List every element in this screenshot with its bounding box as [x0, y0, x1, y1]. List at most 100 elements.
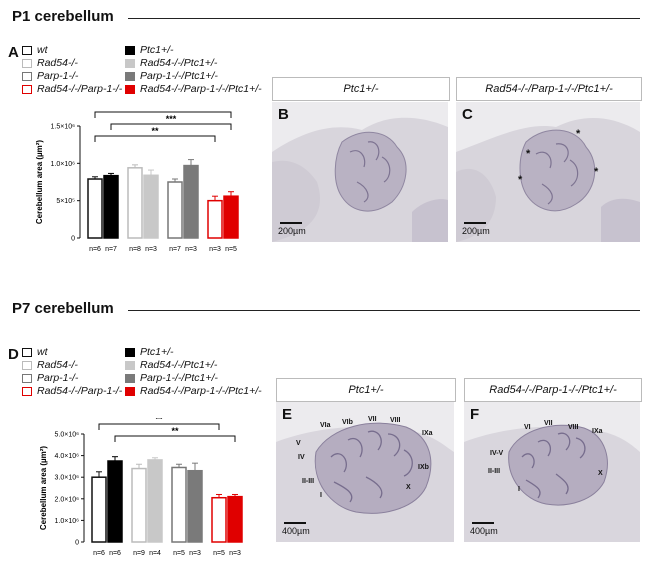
legend-swatch	[22, 45, 32, 55]
legend-item: Ptc1+/-	[125, 346, 174, 358]
y-tick-label: 5.0×10⁶	[55, 432, 80, 439]
legend-label: Rad54-/-	[37, 57, 78, 69]
legend-swatch	[22, 373, 32, 383]
legend-item: wt	[22, 44, 48, 56]
legend-swatch	[125, 71, 135, 81]
lobule-label: X	[406, 484, 411, 491]
section1-title: P1 cerebellum	[12, 8, 114, 25]
legend-item: Parp-1-/-/Ptc1+/-	[125, 70, 218, 82]
panel-c-micrograph: C * * * * 200µm	[456, 102, 640, 242]
lobule-label: VII	[544, 420, 553, 427]
n-label: n=5	[225, 246, 237, 253]
n-label: n=3	[209, 246, 221, 253]
y-tick-label: 3.0×10⁶	[55, 475, 80, 482]
legend-swatch	[125, 84, 135, 94]
lobule-label: VIII	[568, 424, 579, 431]
panel-f-letter: F	[470, 406, 480, 423]
panel-b-title-box: Ptc1+/-	[272, 77, 450, 101]
legend-label: Parp-1-/-	[37, 372, 79, 384]
legend-label: Rad54-/-/Parp-1-/-/Ptc1+/-	[140, 385, 262, 397]
n-label: n=8	[129, 246, 141, 253]
panel-b-tissue	[272, 117, 448, 242]
panel-f-scalebar	[472, 522, 494, 524]
legend-item: Rad54-/-/Parp-1-/-/Ptc1+/-	[125, 83, 262, 95]
legend-label: Rad54-/-/Ptc1+/-	[140, 57, 218, 69]
lobule-label: I	[320, 492, 322, 499]
panel-b-scalebar-label: 200µm	[278, 226, 306, 236]
legend-swatch	[125, 347, 135, 357]
significance-label: ***	[166, 114, 177, 124]
y-tick-label: 1.5×10⁶	[51, 124, 76, 131]
significance-bracket	[94, 135, 216, 142]
panel-e-title: Ptc1+/-	[348, 384, 384, 396]
legend-item: Rad54-/-/Parp-1-/-	[22, 83, 122, 95]
asterisk-marker: *	[594, 166, 599, 178]
n-label: n=3	[189, 550, 201, 557]
lobule-label: VIII	[390, 417, 401, 424]
legend-item: Rad54-/-/Parp-1-/-/Ptc1+/-	[125, 385, 262, 397]
bar	[147, 459, 163, 543]
bar	[183, 164, 199, 239]
significance-label: **	[171, 426, 179, 436]
lobule-label: IXa	[592, 428, 603, 435]
n-label: n=6	[93, 550, 105, 557]
panel-c-title: Rad54-/-/Parp-1-/-/Ptc1+/-	[485, 83, 613, 95]
legend-swatch	[22, 360, 32, 370]
panel-e-tissue	[276, 422, 454, 542]
y-axis-label: Cerebellum area (µm²)	[39, 446, 48, 531]
legend-item: Parp-1-/-	[22, 372, 78, 384]
legend-item: Rad54-/-	[22, 359, 78, 371]
lobule-label: VI	[524, 424, 531, 431]
significance-bracket	[114, 435, 236, 442]
bar	[143, 174, 159, 239]
y-tick-label: 2.0×10⁶	[55, 496, 80, 503]
section2-rule	[128, 310, 640, 311]
panel-e-micrograph: E VIa VIb VII VIII IXa V IV IXb II-III X…	[276, 402, 454, 542]
y-tick-label: 0	[71, 236, 75, 243]
panel-f-tissue	[464, 424, 640, 542]
n-label: n=5	[213, 550, 225, 557]
panel-f-title: Rad54-/-/Parp-1-/-/Ptc1+/-	[489, 384, 617, 396]
bar	[87, 178, 103, 239]
bar	[107, 460, 123, 543]
legend-swatch	[22, 84, 32, 94]
lobule-label: I	[518, 486, 520, 493]
n-label: n=6	[89, 246, 101, 253]
legend-label: Ptc1+/-	[140, 346, 174, 358]
legend-label: Rad54-/-/Parp-1-/-	[37, 83, 123, 95]
legend-item: Parp-1-/-	[22, 70, 78, 82]
lobule-label: X	[598, 470, 603, 477]
asterisk-marker: *	[526, 148, 531, 160]
n-label: n=7	[105, 246, 117, 253]
panel-f-micrograph: F VI VII VIII IXa IV-V II-III X I 400µm	[464, 402, 640, 542]
n-label: n=6	[109, 550, 121, 557]
legend-swatch	[125, 45, 135, 55]
significance-bracket	[94, 111, 232, 118]
n-label: n=5	[173, 550, 185, 557]
legend-item: Ptc1+/-	[125, 44, 174, 56]
y-axis-label: Cerebellum area (µm²)	[35, 140, 44, 225]
legend-item: wt	[22, 346, 48, 358]
panel-b-scalebar	[280, 222, 302, 224]
n-label: n=3	[185, 246, 197, 253]
bar	[207, 199, 223, 239]
n-label: n=4	[149, 550, 161, 557]
n-label: n=3	[145, 246, 157, 253]
y-tick-label: 1.0×10⁶	[55, 518, 80, 525]
bar	[127, 167, 143, 239]
panel-a-letter: A	[8, 44, 19, 61]
lobule-label: IV-V	[490, 450, 504, 457]
legend-item: Parp-1-/-/Ptc1+/-	[125, 372, 218, 384]
legend-label: Parp-1-/-/Ptc1+/-	[140, 70, 218, 82]
lobule-label: IXb	[418, 464, 429, 471]
y-tick-label: 0	[75, 540, 79, 547]
bar	[223, 195, 239, 239]
bar	[211, 496, 227, 543]
bar	[103, 174, 119, 239]
legend-label: Parp-1-/-	[37, 70, 79, 82]
legend-item: Rad54-/-/Ptc1+/-	[125, 57, 217, 69]
significance-bracket	[98, 423, 220, 430]
lobule-label: II-III	[488, 468, 501, 475]
panel-e-letter: E	[282, 406, 293, 423]
asterisk-marker: *	[518, 174, 523, 186]
